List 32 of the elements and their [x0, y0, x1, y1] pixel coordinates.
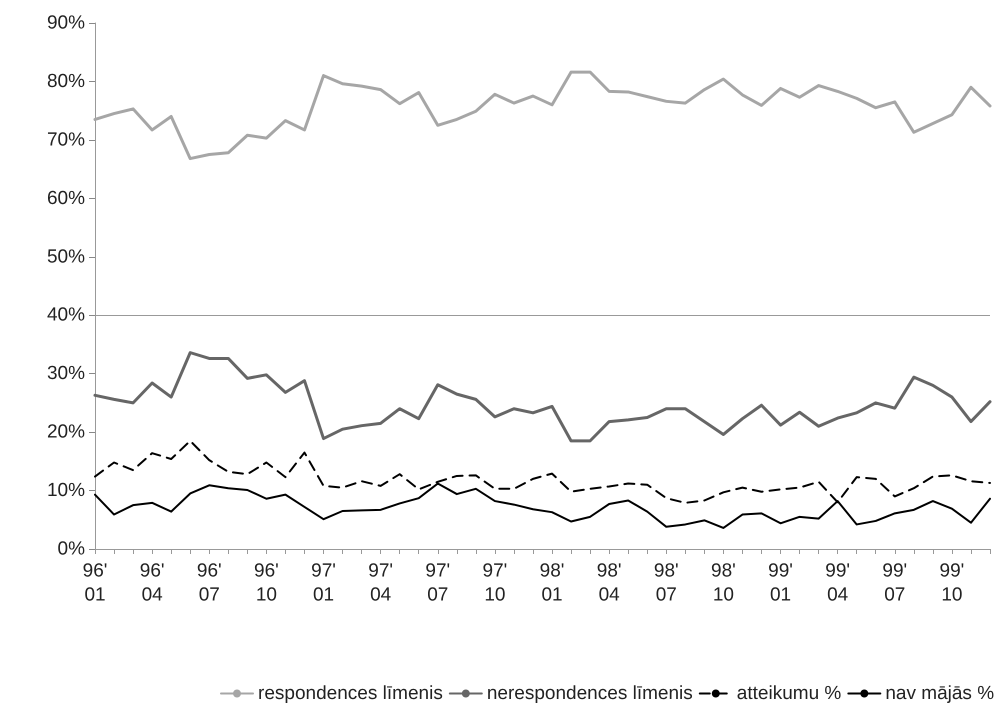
x-tick-label: 98' 04: [596, 560, 622, 606]
x-tick-label: 97' 07: [425, 560, 450, 606]
x-tick-label: 99' 04: [825, 560, 850, 606]
line-series: [94, 351, 992, 442]
y-tick-label: 80%: [46, 70, 86, 92]
legend-label: nav mājās %: [885, 683, 994, 704]
x-tick-label: 96' 04: [140, 560, 165, 606]
y-tick-label: 50%: [46, 246, 86, 268]
legend-label: respondences līmenis: [258, 683, 443, 704]
y-tick-label: 0%: [58, 538, 86, 560]
line-series: [94, 70, 992, 160]
x-tick-label: 99' 07: [882, 560, 908, 606]
y-tick-label: 30%: [46, 363, 86, 384]
y-tick-label: 10%: [46, 480, 86, 502]
x-tick-label: 98' 07: [654, 560, 679, 606]
x-tick-label: 98' 01: [540, 560, 564, 606]
x-tick-label: 96' 01: [82, 560, 108, 606]
y-tick-label: 90%: [46, 12, 86, 34]
y-tick-label: 20%: [46, 422, 86, 443]
x-tick-label: 97' 04: [368, 560, 394, 606]
x-tick-label: 99' 01: [768, 560, 793, 606]
legend-label: atteikumu %: [736, 683, 842, 704]
x-tick-label: 96' 10: [254, 560, 279, 606]
legend-label: nerespondences līmenis: [486, 683, 693, 704]
x-tick-label: 97' 01: [311, 560, 336, 606]
x-tick-label: 98' 10: [711, 560, 736, 606]
x-tick-label: 99' 10: [940, 560, 964, 606]
y-tick-label: 40%: [46, 304, 86, 326]
x-tick-label: 97' 10: [482, 560, 508, 606]
y-tick-label: 60%: [46, 188, 86, 209]
x-tick-label: 96' 07: [196, 560, 222, 606]
y-tick-label: 70%: [46, 129, 86, 150]
